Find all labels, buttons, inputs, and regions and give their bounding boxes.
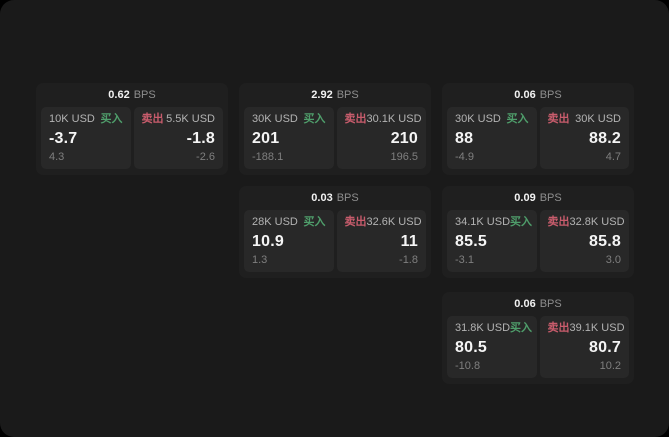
sell-price: 11 bbox=[400, 232, 418, 250]
quote-card-2: 2.92 BPS 30K USD 买入 201 -188.1 卖出 30.1K … bbox=[239, 83, 431, 175]
sell-panel[interactable]: 卖出 32.6K USD 11 -1.8 bbox=[336, 210, 426, 272]
bps-value: 0.06 bbox=[514, 88, 536, 101]
sell-price: 210 bbox=[390, 129, 418, 147]
buy-amount: 28K USD bbox=[252, 216, 298, 228]
quote-card-5: 0.09 BPS 34.1K USD 买入 85.5 -3.1 卖出 32.8K… bbox=[442, 186, 634, 278]
sell-label: 卖出 bbox=[344, 216, 367, 228]
sell-delta: -2.6 bbox=[196, 151, 215, 163]
sell-label: 卖出 bbox=[344, 113, 367, 125]
sell-delta: -1.8 bbox=[399, 254, 418, 266]
buy-label: 买入 bbox=[510, 216, 533, 228]
buy-amount: 31.8K USD bbox=[455, 322, 511, 334]
sell-delta: 3.0 bbox=[605, 254, 621, 266]
bps-header: 0.09 BPS bbox=[442, 186, 634, 210]
bps-unit-label: BPS bbox=[539, 88, 562, 101]
sell-amount: 5.5K USD bbox=[166, 113, 215, 125]
sell-amount: 39.1K USD bbox=[569, 322, 625, 334]
buy-price: 201 bbox=[252, 129, 280, 147]
bps-value: 2.92 bbox=[311, 88, 333, 101]
buy-amount: 10K USD bbox=[49, 113, 95, 125]
buy-amount: 30K USD bbox=[455, 113, 501, 125]
bps-value: 0.06 bbox=[514, 297, 536, 310]
buy-label: 买入 bbox=[303, 216, 326, 228]
sell-price: 80.7 bbox=[589, 338, 621, 356]
buy-delta: -188.1 bbox=[252, 151, 284, 163]
bps-header: 0.03 BPS bbox=[239, 186, 431, 210]
buy-price: -3.7 bbox=[49, 129, 78, 147]
buy-delta: -4.9 bbox=[455, 151, 474, 163]
buy-panel[interactable]: 34.1K USD 买入 85.5 -3.1 bbox=[447, 210, 537, 272]
bps-unit-label: BPS bbox=[336, 88, 359, 101]
buy-delta: 1.3 bbox=[252, 254, 268, 266]
sell-price: 88.2 bbox=[589, 129, 621, 147]
sell-panel[interactable]: 卖出 39.1K USD 80.7 10.2 bbox=[539, 316, 629, 378]
sell-amount: 30K USD bbox=[575, 113, 621, 125]
sell-delta: 4.7 bbox=[605, 151, 621, 163]
buy-panel[interactable]: 28K USD 买入 10.9 1.3 bbox=[244, 210, 334, 272]
bps-value: 0.03 bbox=[311, 191, 333, 204]
buy-price: 85.5 bbox=[455, 232, 487, 250]
sell-panel[interactable]: 卖出 32.8K USD 85.8 3.0 bbox=[539, 210, 629, 272]
buy-delta: -10.8 bbox=[455, 360, 481, 372]
sell-delta: 10.2 bbox=[599, 360, 621, 372]
buy-delta: 4.3 bbox=[49, 151, 65, 163]
bps-unit-label: BPS bbox=[133, 88, 156, 101]
buy-price: 10.9 bbox=[252, 232, 284, 250]
bps-unit-label: BPS bbox=[539, 297, 562, 310]
buy-delta: -3.1 bbox=[455, 254, 474, 266]
buy-price: 88 bbox=[455, 129, 474, 147]
sell-label: 卖出 bbox=[547, 216, 570, 228]
bps-unit-label: BPS bbox=[336, 191, 359, 204]
bps-value: 0.62 bbox=[108, 88, 130, 101]
sell-amount: 32.8K USD bbox=[569, 216, 625, 228]
sell-price: 85.8 bbox=[589, 232, 621, 250]
bps-header: 0.06 BPS bbox=[442, 292, 634, 316]
bps-header: 2.92 BPS bbox=[239, 83, 431, 107]
buy-amount: 30K USD bbox=[252, 113, 298, 125]
bps-value: 0.09 bbox=[514, 191, 536, 204]
quote-card-6: 0.06 BPS 31.8K USD 买入 80.5 -10.8 卖出 39.1… bbox=[442, 292, 634, 384]
bps-header: 0.62 BPS bbox=[36, 83, 228, 107]
sell-price: -1.8 bbox=[186, 129, 215, 147]
sell-label: 卖出 bbox=[547, 113, 570, 125]
sell-panel[interactable]: 卖出 30.1K USD 210 196.5 bbox=[336, 107, 426, 169]
buy-price: 80.5 bbox=[455, 338, 487, 356]
sell-delta: 196.5 bbox=[390, 151, 418, 163]
buy-label: 买入 bbox=[506, 113, 529, 125]
buy-panel[interactable]: 30K USD 买入 201 -188.1 bbox=[244, 107, 334, 169]
buy-panel[interactable]: 31.8K USD 买入 80.5 -10.8 bbox=[447, 316, 537, 378]
sell-label: 卖出 bbox=[547, 322, 570, 334]
buy-label: 买入 bbox=[100, 113, 123, 125]
buy-label: 买入 bbox=[303, 113, 326, 125]
buy-label: 买入 bbox=[510, 322, 533, 334]
quote-card-1: 0.62 BPS 10K USD 买入 -3.7 4.3 卖出 5.5K USD… bbox=[36, 83, 228, 175]
buy-amount: 34.1K USD bbox=[455, 216, 511, 228]
bps-header: 0.06 BPS bbox=[442, 83, 634, 107]
sell-amount: 30.1K USD bbox=[366, 113, 422, 125]
bps-unit-label: BPS bbox=[539, 191, 562, 204]
sell-amount: 32.6K USD bbox=[366, 216, 422, 228]
quote-card-4: 0.03 BPS 28K USD 买入 10.9 1.3 卖出 32.6K US… bbox=[239, 186, 431, 278]
sell-label: 卖出 bbox=[141, 113, 164, 125]
quote-card-3: 0.06 BPS 30K USD 买入 88 -4.9 卖出 30K USD 8… bbox=[442, 83, 634, 175]
sell-panel[interactable]: 卖出 5.5K USD -1.8 -2.6 bbox=[133, 107, 223, 169]
sell-panel[interactable]: 卖出 30K USD 88.2 4.7 bbox=[539, 107, 629, 169]
buy-panel[interactable]: 30K USD 买入 88 -4.9 bbox=[447, 107, 537, 169]
buy-panel[interactable]: 10K USD 买入 -3.7 4.3 bbox=[41, 107, 131, 169]
